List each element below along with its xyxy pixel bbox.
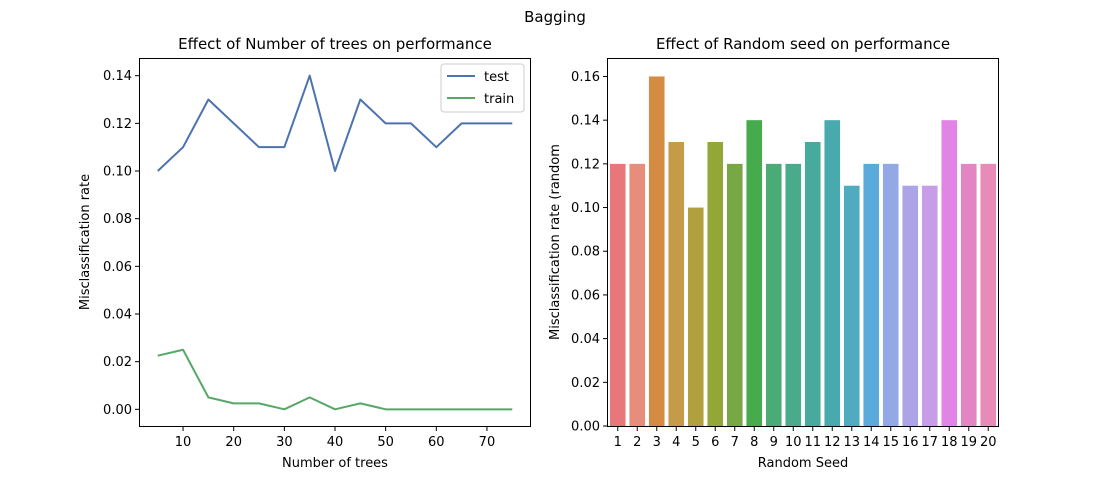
line-chart-xlabel: Number of trees xyxy=(282,456,388,471)
bar-seed-3 xyxy=(648,76,665,426)
bar-seed-2 xyxy=(629,163,646,426)
bar-chart-xtick-label: 15 xyxy=(882,435,899,450)
bar-chart-xtick-label: 11 xyxy=(804,435,821,450)
bar-chart-ytick-label: 0.04 xyxy=(571,332,600,347)
series-line-train xyxy=(157,348,513,411)
bar-seed-10 xyxy=(785,163,802,426)
bar-seed-8 xyxy=(746,120,763,427)
bar-chart-xtick-label: 12 xyxy=(824,435,841,450)
bar-chart-ytick-label: 0.08 xyxy=(571,245,600,260)
bar-chart-title: Effect of Random seed on performance xyxy=(656,35,950,53)
bar-seed-1 xyxy=(609,163,626,426)
line-chart-legend: test train xyxy=(440,63,525,113)
bar-seed-18 xyxy=(941,120,958,427)
legend-label-train: train xyxy=(484,92,514,107)
bar-chart-xtick-label: 5 xyxy=(692,435,700,450)
bar-seed-15 xyxy=(882,163,899,426)
bar-chart-xtick-label: 13 xyxy=(843,435,860,450)
bar-chart-ytick-label: 0.00 xyxy=(571,420,600,435)
legend-label-test: test xyxy=(484,70,509,85)
figure-suptitle: Bagging xyxy=(524,8,586,26)
bar-seed-7 xyxy=(726,163,743,426)
bar-chart-ytick-label: 0.06 xyxy=(571,288,600,303)
bar-seed-12 xyxy=(824,120,841,427)
bar-seed-17 xyxy=(921,185,938,426)
line-chart-ytick-label: 0.06 xyxy=(103,260,132,275)
bar-seed-9 xyxy=(765,163,782,426)
line-chart-title: Effect of Number of trees on performance xyxy=(178,35,492,53)
bar-chart-xtick-label: 1 xyxy=(614,435,622,450)
line-chart-xtick-label: 70 xyxy=(479,435,496,450)
bar-chart-xtick-label: 19 xyxy=(960,435,977,450)
bar-chart-xtick-label: 18 xyxy=(941,435,958,450)
line-chart-ytick-label: 0.14 xyxy=(103,69,132,84)
bar-chart-xtick-label: 7 xyxy=(731,435,739,450)
bar-chart-frame xyxy=(607,58,999,427)
bar-chart-xtick-label: 2 xyxy=(633,435,641,450)
bar-chart-xtick-label: 14 xyxy=(863,435,880,450)
line-chart-trees: Effect of Number of trees on performance… xyxy=(78,35,531,471)
bar-chart-xtick-label: 3 xyxy=(653,435,661,450)
bar-chart-ylabel: Misclassification rate (random xyxy=(548,144,563,340)
line-chart-xtick-label: 20 xyxy=(225,435,242,450)
bar-chart-ytick-label: 0.02 xyxy=(571,376,600,391)
line-chart-xtick-label: 60 xyxy=(428,435,445,450)
line-chart-ylabel: Misclassification rate xyxy=(78,174,93,310)
bar-chart-xtick-label: 17 xyxy=(921,435,938,450)
bar-chart-xtick-label: 6 xyxy=(711,435,719,450)
line-chart-ytick-label: 0.04 xyxy=(103,307,132,322)
bar-seed-14 xyxy=(863,163,880,426)
bar-seed-11 xyxy=(804,142,821,426)
line-chart-ytick-label: 0.10 xyxy=(103,165,132,180)
line-chart-ytick-label: 0.08 xyxy=(103,212,132,227)
line-chart-xtick-label: 40 xyxy=(327,435,344,450)
bar-seed-16 xyxy=(902,185,919,426)
bar-seed-4 xyxy=(668,142,685,426)
bar-seed-6 xyxy=(707,142,724,426)
bar-chart-ytick-label: 0.16 xyxy=(571,70,600,85)
line-chart-ytick-label: 0.12 xyxy=(103,117,132,132)
bar-chart-xtick-label: 16 xyxy=(902,435,919,450)
bar-chart-xtick-label: 9 xyxy=(770,435,778,450)
series-line-test xyxy=(157,74,513,173)
line-chart-ytick-label: 0.02 xyxy=(103,355,132,370)
bar-chart-xtick-label: 4 xyxy=(672,435,680,450)
line-chart-xtick-label: 10 xyxy=(175,435,192,450)
bar-chart-ytick-label: 0.10 xyxy=(571,201,600,216)
bar-seed-19 xyxy=(960,163,977,426)
bar-seed-20 xyxy=(980,163,997,426)
bar-chart-ytick-label: 0.14 xyxy=(571,114,600,129)
bar-seed-13 xyxy=(843,185,860,426)
line-chart-xtick-label: 50 xyxy=(377,435,394,450)
bar-chart-xtick-label: 10 xyxy=(785,435,802,450)
bar-chart-xlabel: Random Seed xyxy=(758,456,848,471)
line-chart-frame xyxy=(139,58,531,427)
bar-chart-ytick-label: 0.12 xyxy=(571,157,600,172)
line-chart-xtick-label: 30 xyxy=(276,435,293,450)
line-chart-ytick-label: 0.00 xyxy=(103,403,132,418)
bar-seed-5 xyxy=(687,207,704,426)
bar-chart-xtick-label: 20 xyxy=(980,435,997,450)
bar-chart-xtick-label: 8 xyxy=(750,435,758,450)
